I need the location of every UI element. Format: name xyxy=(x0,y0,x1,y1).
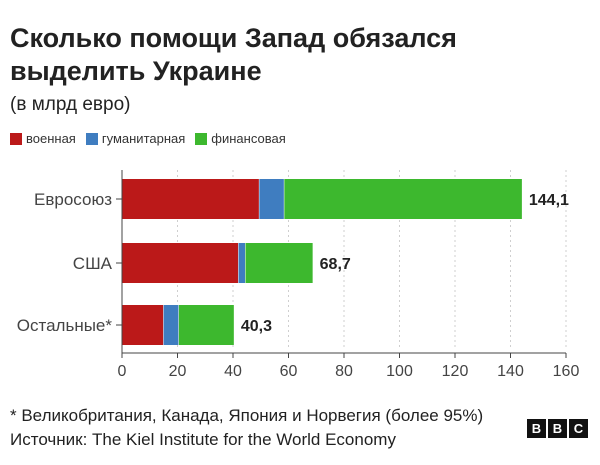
x-tick-label: 20 xyxy=(169,363,187,380)
x-tick-label: 40 xyxy=(224,363,242,380)
bar-segment xyxy=(122,243,239,283)
total-label: 68,7 xyxy=(320,256,351,273)
legend: военная гуманитарная финансовая xyxy=(10,131,286,146)
bar-segment xyxy=(245,243,313,283)
bbc-logo: B B C xyxy=(527,419,588,438)
source-note: Источник: The Kiel Institute for the Wor… xyxy=(10,430,396,449)
bar-segment xyxy=(122,179,260,219)
legend-label-military: военная xyxy=(26,131,76,146)
legend-item-humanitarian: гуманитарная xyxy=(85,131,186,146)
bar-segment xyxy=(178,305,234,345)
logo-letter: B xyxy=(527,419,546,438)
x-tick-label: 60 xyxy=(280,363,298,380)
x-tick-label: 140 xyxy=(497,363,524,380)
logo-letter: C xyxy=(569,419,588,438)
logo-letter: B xyxy=(548,419,567,438)
category-label: США xyxy=(73,254,113,273)
legend-label-financial: финансовая xyxy=(211,131,286,146)
bar-segment xyxy=(122,305,164,345)
legend-item-military: военная xyxy=(10,131,76,146)
chart-subtitle: (в млрд евро) xyxy=(10,94,131,115)
category-label: Остальные* xyxy=(17,316,113,335)
legend-swatch-financial xyxy=(195,132,208,145)
x-tick-label: 120 xyxy=(442,363,469,380)
x-tick-label: 80 xyxy=(335,363,353,380)
legend-item-financial: финансовая xyxy=(195,131,286,146)
category-label: Евросоюз xyxy=(34,190,112,209)
legend-label-humanitarian: гуманитарная xyxy=(101,131,186,146)
x-tick-label: 0 xyxy=(118,363,127,380)
legend-swatch-humanitarian xyxy=(85,132,98,145)
footnote: * Великобритания, Канада, Япония и Норве… xyxy=(10,406,484,425)
bar-segment xyxy=(238,243,246,283)
x-tick-label: 160 xyxy=(553,363,580,380)
total-label: 40,3 xyxy=(241,318,272,335)
total-label: 144,1 xyxy=(529,192,569,209)
bar-segment xyxy=(163,305,179,345)
bar-segment xyxy=(284,179,522,219)
x-tick-label: 100 xyxy=(386,363,413,380)
chart-title: Сколько помощи Запад обязался выделить У… xyxy=(10,23,457,86)
bar-chart: 144,1 Евросоюз 68,7 США 40,3 Остальные* 0 20 40 6… xyxy=(17,170,580,380)
legend-swatch-military xyxy=(10,132,22,145)
bar-segment xyxy=(259,179,285,219)
